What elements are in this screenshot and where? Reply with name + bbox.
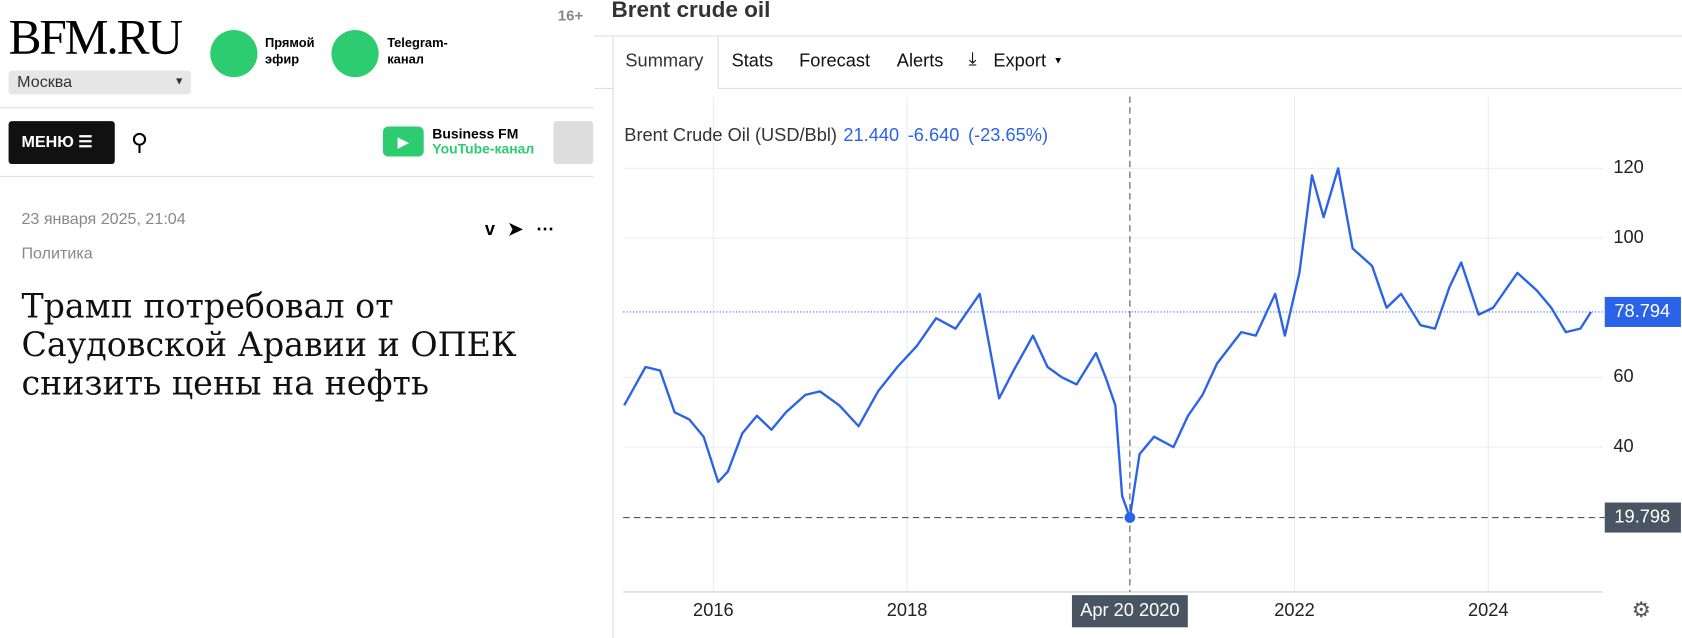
menu-text: МЕНЮ xyxy=(21,132,74,152)
chart: 40 60 100 120 2016 2018 2022 2024 78.794 19.798 Ap… xyxy=(623,96,1681,628)
youtube-title: Business FM xyxy=(432,125,519,142)
crosshair-y-badge xyxy=(1604,502,1681,533)
article-title: Трамп потребовал от Саудовской Аравии и … xyxy=(21,287,517,404)
caret: ▼ xyxy=(1053,54,1063,66)
y-tick-label: 60 xyxy=(1613,365,1633,386)
search-icon[interactable]: ⚲ xyxy=(130,128,149,156)
x-tick-label: 2024 xyxy=(1468,599,1509,620)
article-date: 23 января 2025, 21:04 xyxy=(21,210,186,229)
age-rating: 16+ xyxy=(557,6,584,24)
menu-button[interactable]: МЕНЮ ☰ xyxy=(8,121,115,165)
telegram-text: канал xyxy=(387,51,424,67)
divider xyxy=(594,87,1682,90)
readout-value: 21.440 xyxy=(843,124,899,145)
last-value-label: 78.794 xyxy=(1614,300,1670,321)
tab[interactable]: Export xyxy=(993,50,1047,71)
x-tick-label: 2022 xyxy=(1274,599,1315,620)
x-tick-label: 2018 xyxy=(887,599,928,620)
readout-name: Brent Crude Oil (USD/Bbl) xyxy=(624,124,837,145)
city-select[interactable]: Москва ▼ xyxy=(8,70,191,95)
logo[interactable]: BFM.RU xyxy=(8,9,183,65)
settings-icon: ⚙ xyxy=(1632,598,1651,622)
crosshair-x-badge xyxy=(1071,595,1188,628)
share-icons[interactable]: ᴠ➤⋯ xyxy=(484,218,568,240)
crosshair-point xyxy=(1124,512,1136,523)
export-icon: ⤓ xyxy=(968,48,977,69)
telegram-link[interactable]: Telegram-канал xyxy=(387,35,448,67)
tab[interactable]: Summary xyxy=(625,50,704,71)
panel-title: Brent crude oil xyxy=(611,0,771,23)
chart-border xyxy=(612,87,614,638)
avatar[interactable] xyxy=(553,121,594,165)
x-tick-label: 2016 xyxy=(693,599,734,620)
y-tick-label: 100 xyxy=(1613,226,1643,247)
y-tick-label: 120 xyxy=(1613,156,1643,177)
crosshair-x-label: Apr 20 2020 xyxy=(1080,599,1179,620)
crosshair-y-label: 19.798 xyxy=(1614,505,1670,526)
divider xyxy=(0,107,594,109)
telegram-text: Telegram- xyxy=(387,35,448,51)
readout-value: (-23.65%) xyxy=(968,124,1048,145)
divider xyxy=(594,35,1682,37)
y-tick-label: 40 xyxy=(1613,435,1633,456)
article-rubric: Политика xyxy=(21,244,93,263)
youtube-icon[interactable]: ▶ xyxy=(382,126,424,157)
live-link[interactable]: Прямой эфир xyxy=(265,35,315,67)
readout: Brent Crude Oil (USD/Bbl) 21.440 -6.640 (-2… xyxy=(624,124,1048,145)
youtube-sub: YouTube-канал xyxy=(432,140,535,157)
live-text: Прямой xyxy=(264,35,315,51)
youtube-link[interactable]: Business FM YouTube-канал xyxy=(432,125,535,157)
readout-value: -6.640 xyxy=(908,124,960,145)
divider xyxy=(0,175,594,177)
chart-panel xyxy=(594,0,1682,638)
tab[interactable]: Alerts xyxy=(896,50,944,71)
city: Москва xyxy=(17,72,73,92)
live-text: эфир xyxy=(264,51,300,67)
live-icon[interactable] xyxy=(210,30,258,78)
last-value-badge xyxy=(1604,296,1681,327)
tab-active xyxy=(612,36,719,90)
telegram-icon[interactable] xyxy=(331,30,379,78)
tab[interactable]: Forecast xyxy=(799,50,871,71)
price-line xyxy=(623,167,1592,519)
tab[interactable]: Stats xyxy=(731,50,774,71)
